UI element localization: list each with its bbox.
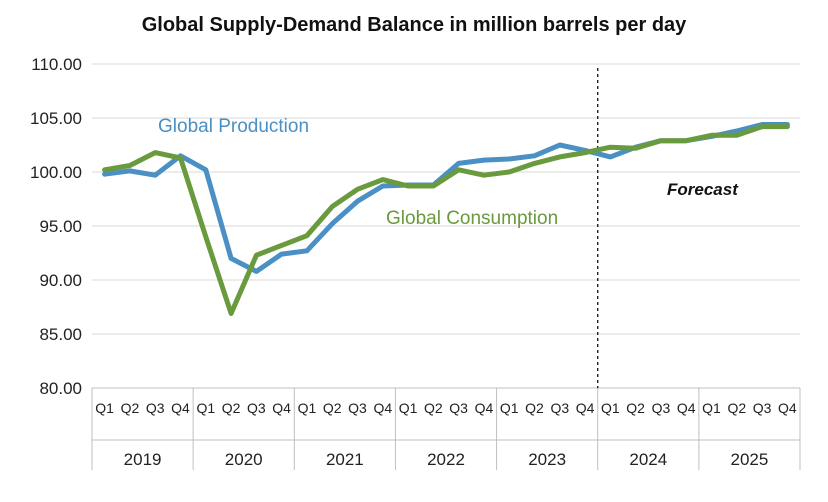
x-tick-quarter: Q4 xyxy=(373,400,392,416)
x-tick-quarter: Q1 xyxy=(500,400,519,416)
x-tick-quarter: Q3 xyxy=(753,400,772,416)
y-tick-label: 95.00 xyxy=(39,217,82,236)
x-tick-quarter: Q2 xyxy=(222,400,241,416)
y-tick-label: 105.00 xyxy=(30,109,82,128)
x-tick-quarter: Q4 xyxy=(576,400,595,416)
y-tick-label: 110.00 xyxy=(31,55,82,74)
y-tick-label: 90.00 xyxy=(39,271,82,290)
x-tick-quarter: Q3 xyxy=(348,400,367,416)
x-tick-year: 2025 xyxy=(731,450,769,469)
x-tick-year: 2020 xyxy=(225,450,263,469)
annotations: Global Production Global Consumption Forec… xyxy=(158,116,739,229)
x-tick-year: 2022 xyxy=(427,450,465,469)
x-tick-quarter: Q2 xyxy=(121,400,140,416)
x-tick-quarter: Q1 xyxy=(601,400,620,416)
y-tick-label: 85.00 xyxy=(39,325,82,344)
x-tick-quarter: Q3 xyxy=(449,400,468,416)
x-tick-quarter: Q3 xyxy=(247,400,266,416)
series-label: Global Production xyxy=(158,116,309,137)
x-tick-quarter: Q2 xyxy=(727,400,746,416)
y-tick-label: 80.00 xyxy=(39,379,82,398)
x-tick-quarter: Q3 xyxy=(550,400,569,416)
x-tick-quarter: Q3 xyxy=(652,400,671,416)
x-tick-quarter: Q1 xyxy=(196,400,215,416)
x-tick-quarter: Q2 xyxy=(626,400,645,416)
x-axis: Q1 Q2 Q3 Q4 2019 Q1 Q2 Q3 Q4 2020 Q1 Q2 Q3 Q4 2021 Q1 Q2… xyxy=(91,387,801,470)
x-tick-year: 2019 xyxy=(124,450,162,469)
x-tick-year: 2023 xyxy=(528,450,566,469)
x-tick-year: 2021 xyxy=(326,450,364,469)
forecast-label: Forecast xyxy=(667,180,739,199)
x-tick-quarter: Q1 xyxy=(399,400,418,416)
series-line-global-consumption xyxy=(102,124,790,316)
x-tick-quarter: Q1 xyxy=(298,400,317,416)
x-tick-quarter: Q1 xyxy=(702,400,721,416)
x-tick-quarter: Q3 xyxy=(146,400,165,416)
y-axis: 80.00 85.00 90.00 95.00 100.00 105.00 110.00 xyxy=(30,55,82,398)
x-tick-quarter: Q4 xyxy=(171,400,190,416)
x-tick-quarter: Q1 xyxy=(95,400,114,416)
x-tick-year: 2024 xyxy=(629,450,667,469)
x-tick-quarter: Q4 xyxy=(475,400,494,416)
x-tick-quarter: Q2 xyxy=(424,400,443,416)
x-tick-quarter: Q4 xyxy=(272,400,291,416)
y-tick-label: 100.00 xyxy=(30,163,82,182)
x-tick-quarter: Q4 xyxy=(677,400,696,416)
x-tick-quarter: Q2 xyxy=(525,400,544,416)
series-label: Global Consumption xyxy=(386,208,558,229)
x-tick-quarter: Q4 xyxy=(778,400,797,416)
chart-title: Global Supply-Demand Balance in million … xyxy=(141,14,687,36)
x-tick-quarter: Q2 xyxy=(323,400,342,416)
series-lines xyxy=(102,122,790,316)
